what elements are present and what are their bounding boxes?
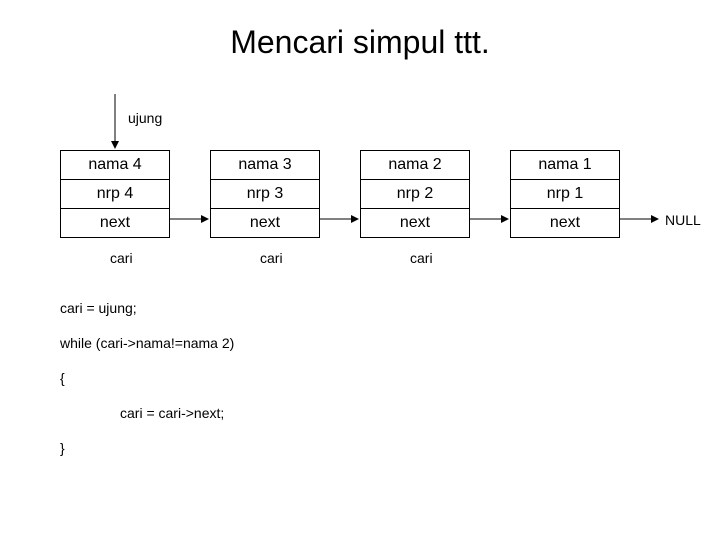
node-nrp: nrp 3 [210,179,320,209]
node-next: next [510,208,620,238]
node-nama: nama 4 [60,150,170,180]
cari-label-2: cari [410,250,433,266]
list-node-1: nama 3 nrp 3 next [210,150,320,238]
node-nrp: nrp 4 [60,179,170,209]
node-nrp: nrp 2 [360,179,470,209]
node-next: next [360,208,470,238]
list-node-0: nama 4 nrp 4 next [60,150,170,238]
node-nama: nama 3 [210,150,320,180]
node-next: next [60,208,170,238]
page-title: Mencari simpul ttt. [0,24,720,61]
cari-label-1: cari [260,250,283,266]
node-next: next [210,208,320,238]
null-label: NULL [665,212,701,228]
node-nrp: nrp 1 [510,179,620,209]
code-line-1: cari = ujung; [60,300,137,316]
code-line-3: { [60,370,65,386]
node-nama: nama 2 [360,150,470,180]
ujung-label: ujung [128,110,162,126]
list-node-2: nama 2 nrp 2 next [360,150,470,238]
code-line-4: cari = cari->next; [120,405,224,421]
node-nama: nama 1 [510,150,620,180]
list-node-3: nama 1 nrp 1 next [510,150,620,238]
cari-label-0: cari [110,250,133,266]
code-line-5: } [60,440,65,456]
arrows-overlay [0,0,720,540]
code-line-2: while (cari->nama!=nama 2) [60,335,234,351]
